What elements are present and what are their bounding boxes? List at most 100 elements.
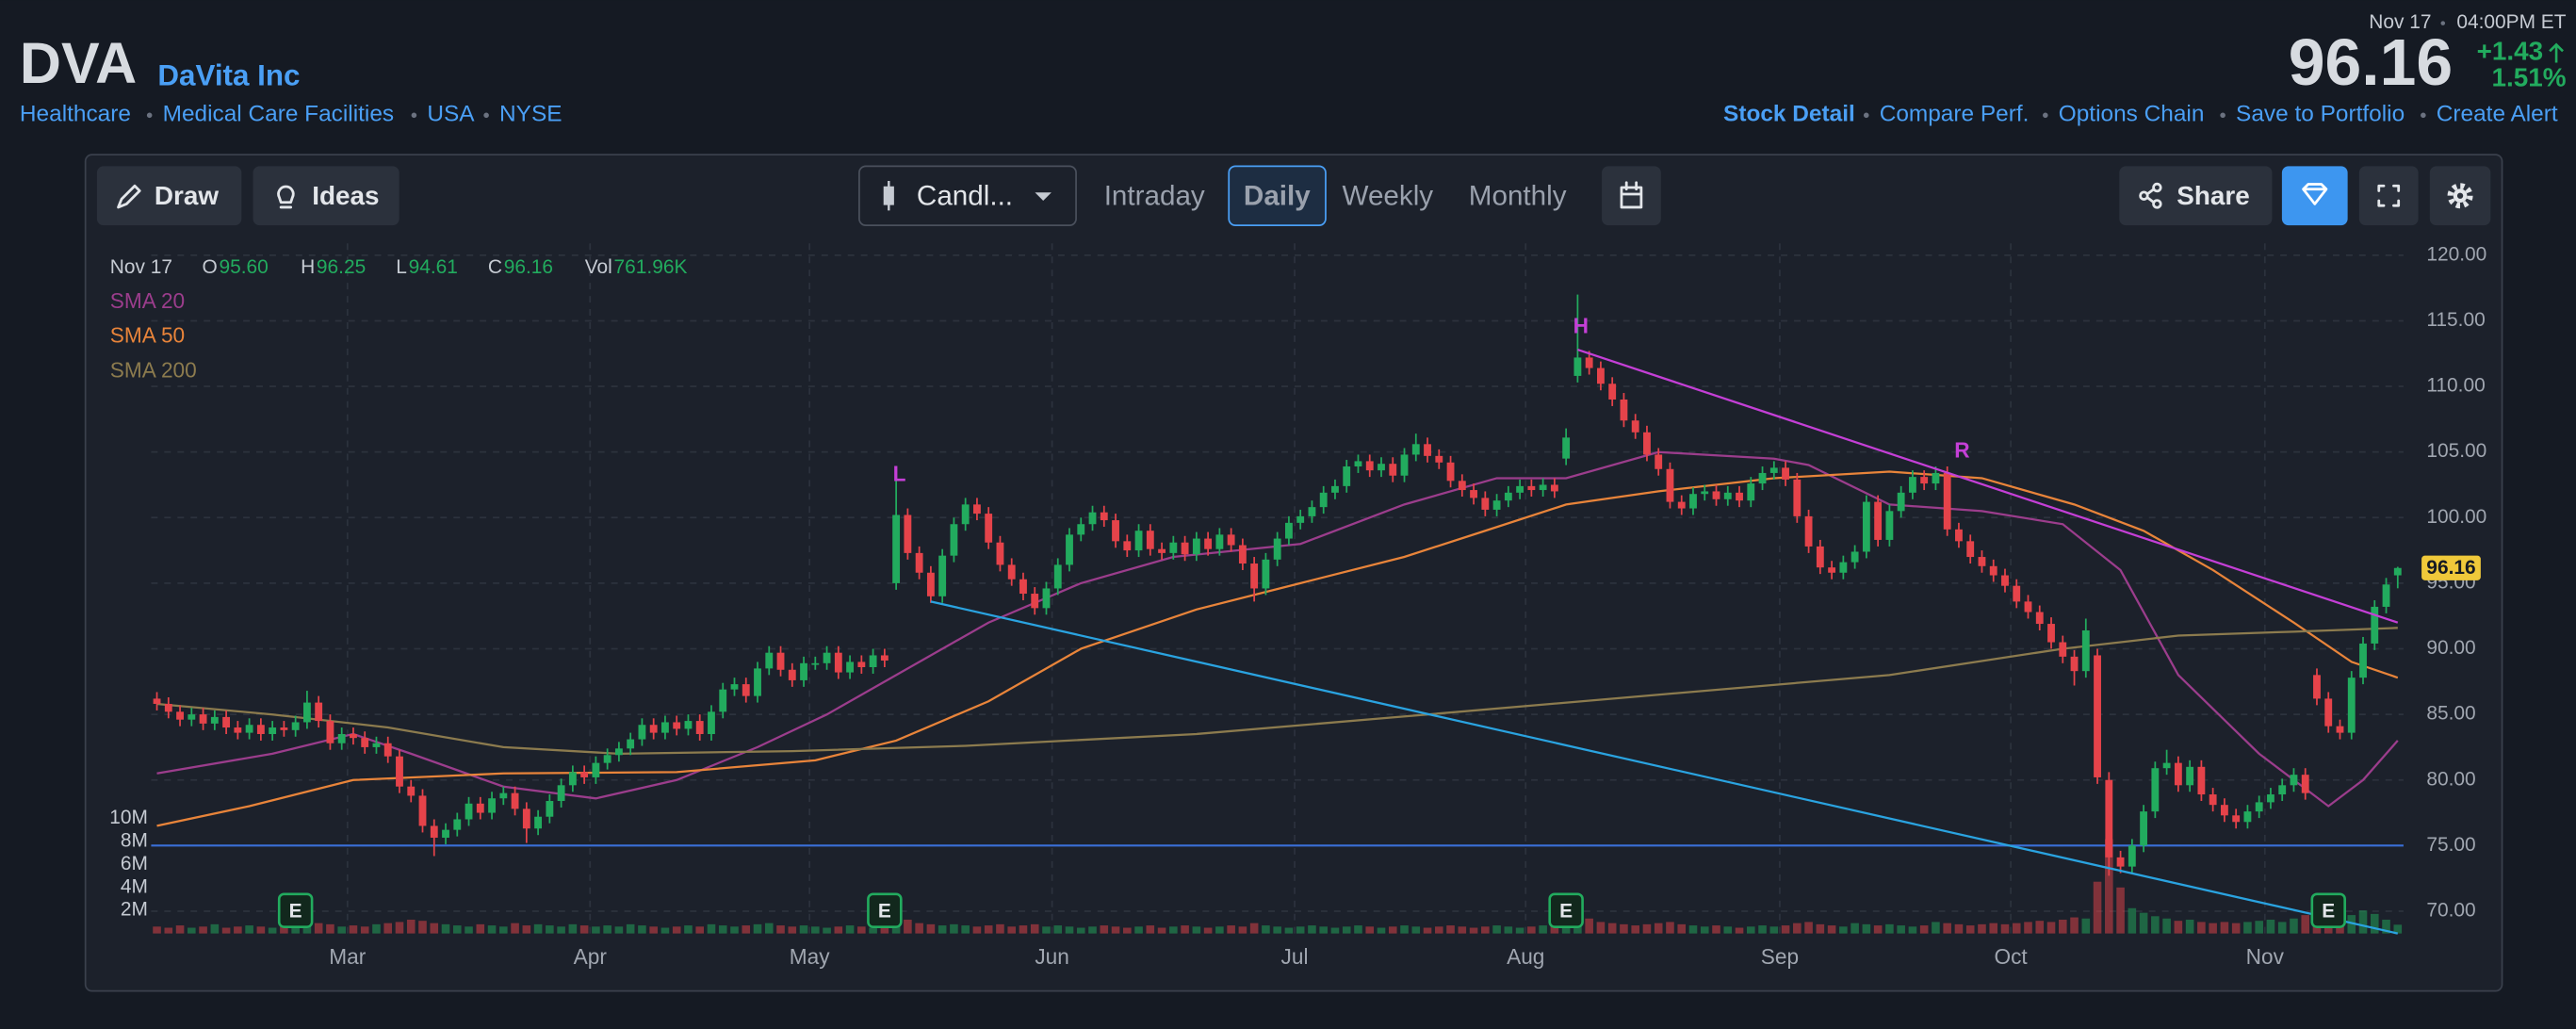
volume-bar <box>1607 923 1617 934</box>
nav-link[interactable]: Create Alert <box>2437 102 2558 127</box>
volume-bar <box>845 925 855 934</box>
candle-body <box>1458 481 1466 491</box>
volume-bar <box>210 923 220 934</box>
candle-body <box>1100 512 1108 521</box>
ideas-label[interactable]: Ideas <box>312 181 379 210</box>
candle-body <box>199 714 207 724</box>
candle-body <box>1989 565 1997 576</box>
calendar-button[interactable] <box>1602 166 1661 226</box>
volume-bar <box>153 926 161 934</box>
readout-label: L <box>396 256 407 278</box>
nav-link[interactable]: Options Chain <box>2059 102 2205 127</box>
share-button[interactable] <box>2119 166 2273 226</box>
candle-body <box>383 743 392 757</box>
volume-bar <box>742 925 751 934</box>
price-change: +1.43 <box>2477 36 2544 65</box>
volume-bar <box>1596 922 1606 934</box>
volume-bar <box>1666 922 1674 934</box>
sma-line <box>156 450 2399 808</box>
tag-link[interactable]: USA <box>427 102 475 127</box>
volume-bar <box>1492 925 1501 934</box>
candle-body <box>1053 564 1062 589</box>
draw-button[interactable] <box>96 166 242 226</box>
candle-body <box>337 734 346 743</box>
candle-body <box>1273 538 1281 560</box>
tag-link[interactable]: Healthcare <box>20 102 131 127</box>
candle-body <box>834 652 842 673</box>
candle-body <box>1019 579 1027 595</box>
gear-icon <box>2456 192 2464 199</box>
range-tab[interactable]: Weekly <box>1343 180 1434 211</box>
volume-tick-label: 8M <box>121 830 148 852</box>
legend-entry: SMA 50 <box>110 323 185 348</box>
candle-body <box>2220 805 2228 816</box>
volume-bar <box>834 926 843 934</box>
volume-bar <box>1319 926 1328 934</box>
nav-link[interactable]: Stock Detail <box>1723 102 1855 127</box>
volume-bar <box>1885 923 1894 934</box>
volume-bar <box>383 923 393 934</box>
fullscreen-button[interactable] <box>2358 166 2419 226</box>
volume-bar <box>1862 923 1871 934</box>
volume-bar <box>1585 918 1593 934</box>
volume-bar <box>614 926 624 934</box>
candle-body <box>1539 484 1547 491</box>
volume-bar <box>579 925 589 934</box>
draw-label[interactable]: Draw <box>155 181 219 210</box>
candle-body <box>2278 785 2287 795</box>
chart-style-label[interactable]: Candl... <box>917 180 1013 211</box>
range-tab[interactable]: Monthly <box>1469 180 1567 211</box>
candle-body <box>2209 794 2217 806</box>
share-label[interactable]: Share <box>2177 181 2249 210</box>
volume-bar <box>452 925 462 934</box>
chart-style-select[interactable] <box>858 165 1077 226</box>
calendar-icon <box>1620 181 1643 209</box>
volume-bar <box>1527 926 1536 934</box>
volume-bar <box>811 926 820 934</box>
candle-body <box>1435 455 1443 463</box>
volume-bar <box>2035 921 2045 934</box>
candle-body <box>1932 472 1940 484</box>
candle-body <box>2059 642 2067 657</box>
volume-bar <box>1550 926 1559 934</box>
y-tick-label: 80.00 <box>2426 768 2475 790</box>
premium-button[interactable] <box>2281 166 2348 226</box>
candle-body <box>269 727 277 735</box>
candle-body <box>2070 656 2079 672</box>
volume-bar <box>476 923 485 934</box>
volume-bar <box>626 923 635 934</box>
tag-link[interactable]: NYSE <box>499 102 562 127</box>
candle-body <box>164 703 172 712</box>
candle-body <box>1955 529 1963 542</box>
candle-body <box>823 652 831 663</box>
legend-entry: SMA 20 <box>110 288 185 313</box>
volume-bar <box>857 926 866 934</box>
candle-body <box>811 662 820 665</box>
volume-bar <box>2012 923 2021 934</box>
x-tick-label: Apr <box>574 944 608 969</box>
tag-link[interactable]: Medical Care Facilities <box>163 102 395 127</box>
candle-body <box>361 738 369 747</box>
volume-bar <box>1227 925 1235 934</box>
nav-link[interactable]: Save to Portfolio <box>2236 102 2405 127</box>
readout-label: C <box>488 256 502 278</box>
volume-bar <box>2393 924 2403 934</box>
company-name[interactable]: DaVita Inc <box>157 58 300 91</box>
volume-bar <box>1365 926 1375 934</box>
volume-bar <box>1076 927 1085 934</box>
earnings-label: E <box>289 900 302 922</box>
volume-bar <box>2081 918 2091 934</box>
volume-bar <box>1804 922 1813 934</box>
volume-tick-label: 4M <box>121 875 148 897</box>
candle-body <box>2047 624 2055 643</box>
share-icon <box>2139 190 2149 201</box>
nav-link[interactable]: Compare Perf. <box>1880 102 2030 127</box>
candle-body <box>2347 678 2356 733</box>
volume-bar <box>1262 925 1270 934</box>
separator <box>2220 112 2225 119</box>
range-tab[interactable]: Intraday <box>1104 180 1205 211</box>
x-tick-label: Jul <box>1281 944 1309 969</box>
ideas-button[interactable] <box>253 166 399 226</box>
range-tab[interactable]: Daily <box>1244 180 1311 211</box>
volume-bar <box>2290 918 2298 934</box>
